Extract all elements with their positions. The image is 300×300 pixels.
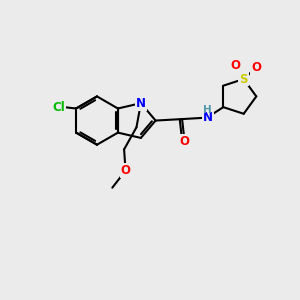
Text: O: O bbox=[251, 61, 261, 74]
Text: S: S bbox=[239, 73, 248, 85]
Text: N: N bbox=[136, 97, 146, 110]
Text: N: N bbox=[203, 111, 213, 124]
Text: O: O bbox=[121, 164, 130, 177]
Text: O: O bbox=[230, 59, 240, 72]
Text: H: H bbox=[203, 105, 212, 115]
Text: Cl: Cl bbox=[52, 100, 65, 113]
Text: O: O bbox=[179, 135, 190, 148]
